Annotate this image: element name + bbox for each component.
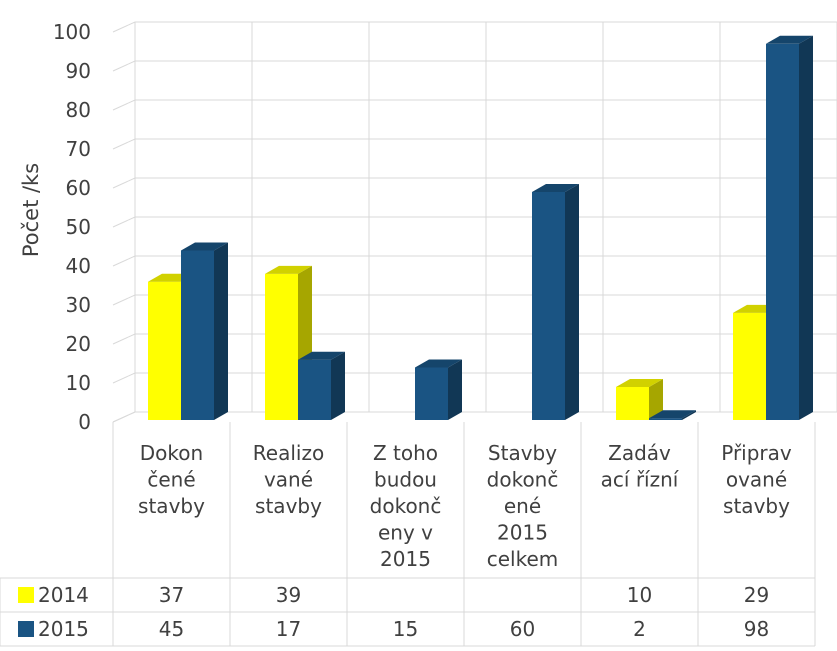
bar-front [298,359,331,420]
grid-line [112,99,837,111]
category-label-line: Připrav [721,441,792,465]
data-value: 10 [627,583,652,607]
y-tick-label: 90 [66,59,91,83]
bar-side [799,35,813,421]
y-tick-label: 60 [66,176,91,200]
bar-side [682,410,696,420]
bar-2015 [649,410,696,420]
category-label-line: 2015 [497,521,548,545]
category-label-line: stavby [255,494,322,518]
bar-2015 [532,184,579,420]
bar-front [415,367,448,420]
bar-front [532,192,565,420]
bar-front [265,273,298,420]
category-label-line: ací řízní [601,468,680,492]
y-tick-label: 30 [66,293,91,317]
bar-top [616,379,663,387]
category-label-line: Z toho [373,441,438,465]
bars [148,35,813,421]
y-axis-label: Počet /ks [19,163,43,257]
bar-2014 [265,265,312,420]
data-value: 37 [159,583,184,607]
category-label-line: celkem [487,547,559,571]
bar-front [616,387,649,420]
grid-line [112,60,837,72]
bar-side [565,184,579,420]
category-label: Zadáv ací řízní [601,441,680,492]
grid-line [112,21,837,33]
y-tick-label: 70 [66,137,91,161]
bar-front [733,312,766,420]
data-value: 2 [633,617,646,641]
bar-2015 [415,359,462,420]
data-value: 98 [744,617,769,641]
category-label: Připrav ované stavby [721,441,792,518]
bar-front [649,418,682,420]
bar-top [415,359,462,368]
grid-line [112,177,837,189]
category-label-line: Dokon [140,441,203,465]
bar-top [298,351,345,360]
y-tick-label: 50 [66,215,91,239]
category-label-line: Stavby [488,441,557,465]
category-label-line: vané [264,468,313,492]
category-label: Z toho budou dokonč eny v 2015 [370,441,442,571]
category-label-line: Zadáv [608,441,671,465]
category-label: Stavby dokonč ené 2015 celkem [487,441,559,571]
bar-side [649,379,663,420]
legend-label-2015: 2015 [38,617,89,641]
category-label-line: budou [374,468,437,492]
category-label-line: stavby [138,494,205,518]
bar-side [214,242,228,420]
bar-side [448,359,462,420]
bar-top [181,242,228,251]
bar-front [766,43,799,421]
y-tick-label: 20 [66,332,91,356]
legend-key-2015 [18,621,34,637]
category-label-line: 2015 [380,547,431,571]
category-label-line: Realizo [253,441,324,465]
category-label-line: čené [147,468,195,492]
y-tick-label: 0 [78,410,91,434]
bar-2014 [616,379,663,420]
bar-front [148,281,181,420]
data-value: 60 [510,617,535,641]
bar-top [265,265,312,274]
bar-top [766,35,813,44]
data-value: 45 [159,617,184,641]
legend-key-2014 [18,587,34,603]
bar-2015 [181,242,228,420]
category-label-line: dokonč [487,468,559,492]
bar-front [181,250,214,420]
bar-top [649,410,696,419]
y-tick-label: 80 [66,98,91,122]
bar-side [331,351,345,420]
bar-top [532,184,579,192]
bar-2015 [766,35,813,421]
grid-line [112,138,837,150]
bar-2015 [298,351,345,420]
category-label-line: ované [726,468,787,492]
category-label-line: ené [504,494,541,518]
category-label-line: eny v [378,521,433,545]
category-label: Dokon čené stavby [138,441,205,518]
data-value: 39 [276,583,301,607]
legend-label-2014: 2014 [38,583,89,607]
y-tick-label: 100 [53,20,91,44]
data-value: 29 [744,583,769,607]
category-label-line: stavby [723,494,790,518]
grid-lines [112,21,837,423]
category-label-line: dokonč [370,494,442,518]
y-axis-ticks: 0 10 20 30 40 50 60 70 80 90 100 [53,20,91,434]
category-label: Realizo vané stavby [253,441,324,518]
data-value: 17 [276,617,301,641]
grid-line [112,216,837,228]
y-tick-label: 40 [66,254,91,278]
y-tick-label: 10 [66,371,91,395]
data-value: 15 [393,617,418,641]
